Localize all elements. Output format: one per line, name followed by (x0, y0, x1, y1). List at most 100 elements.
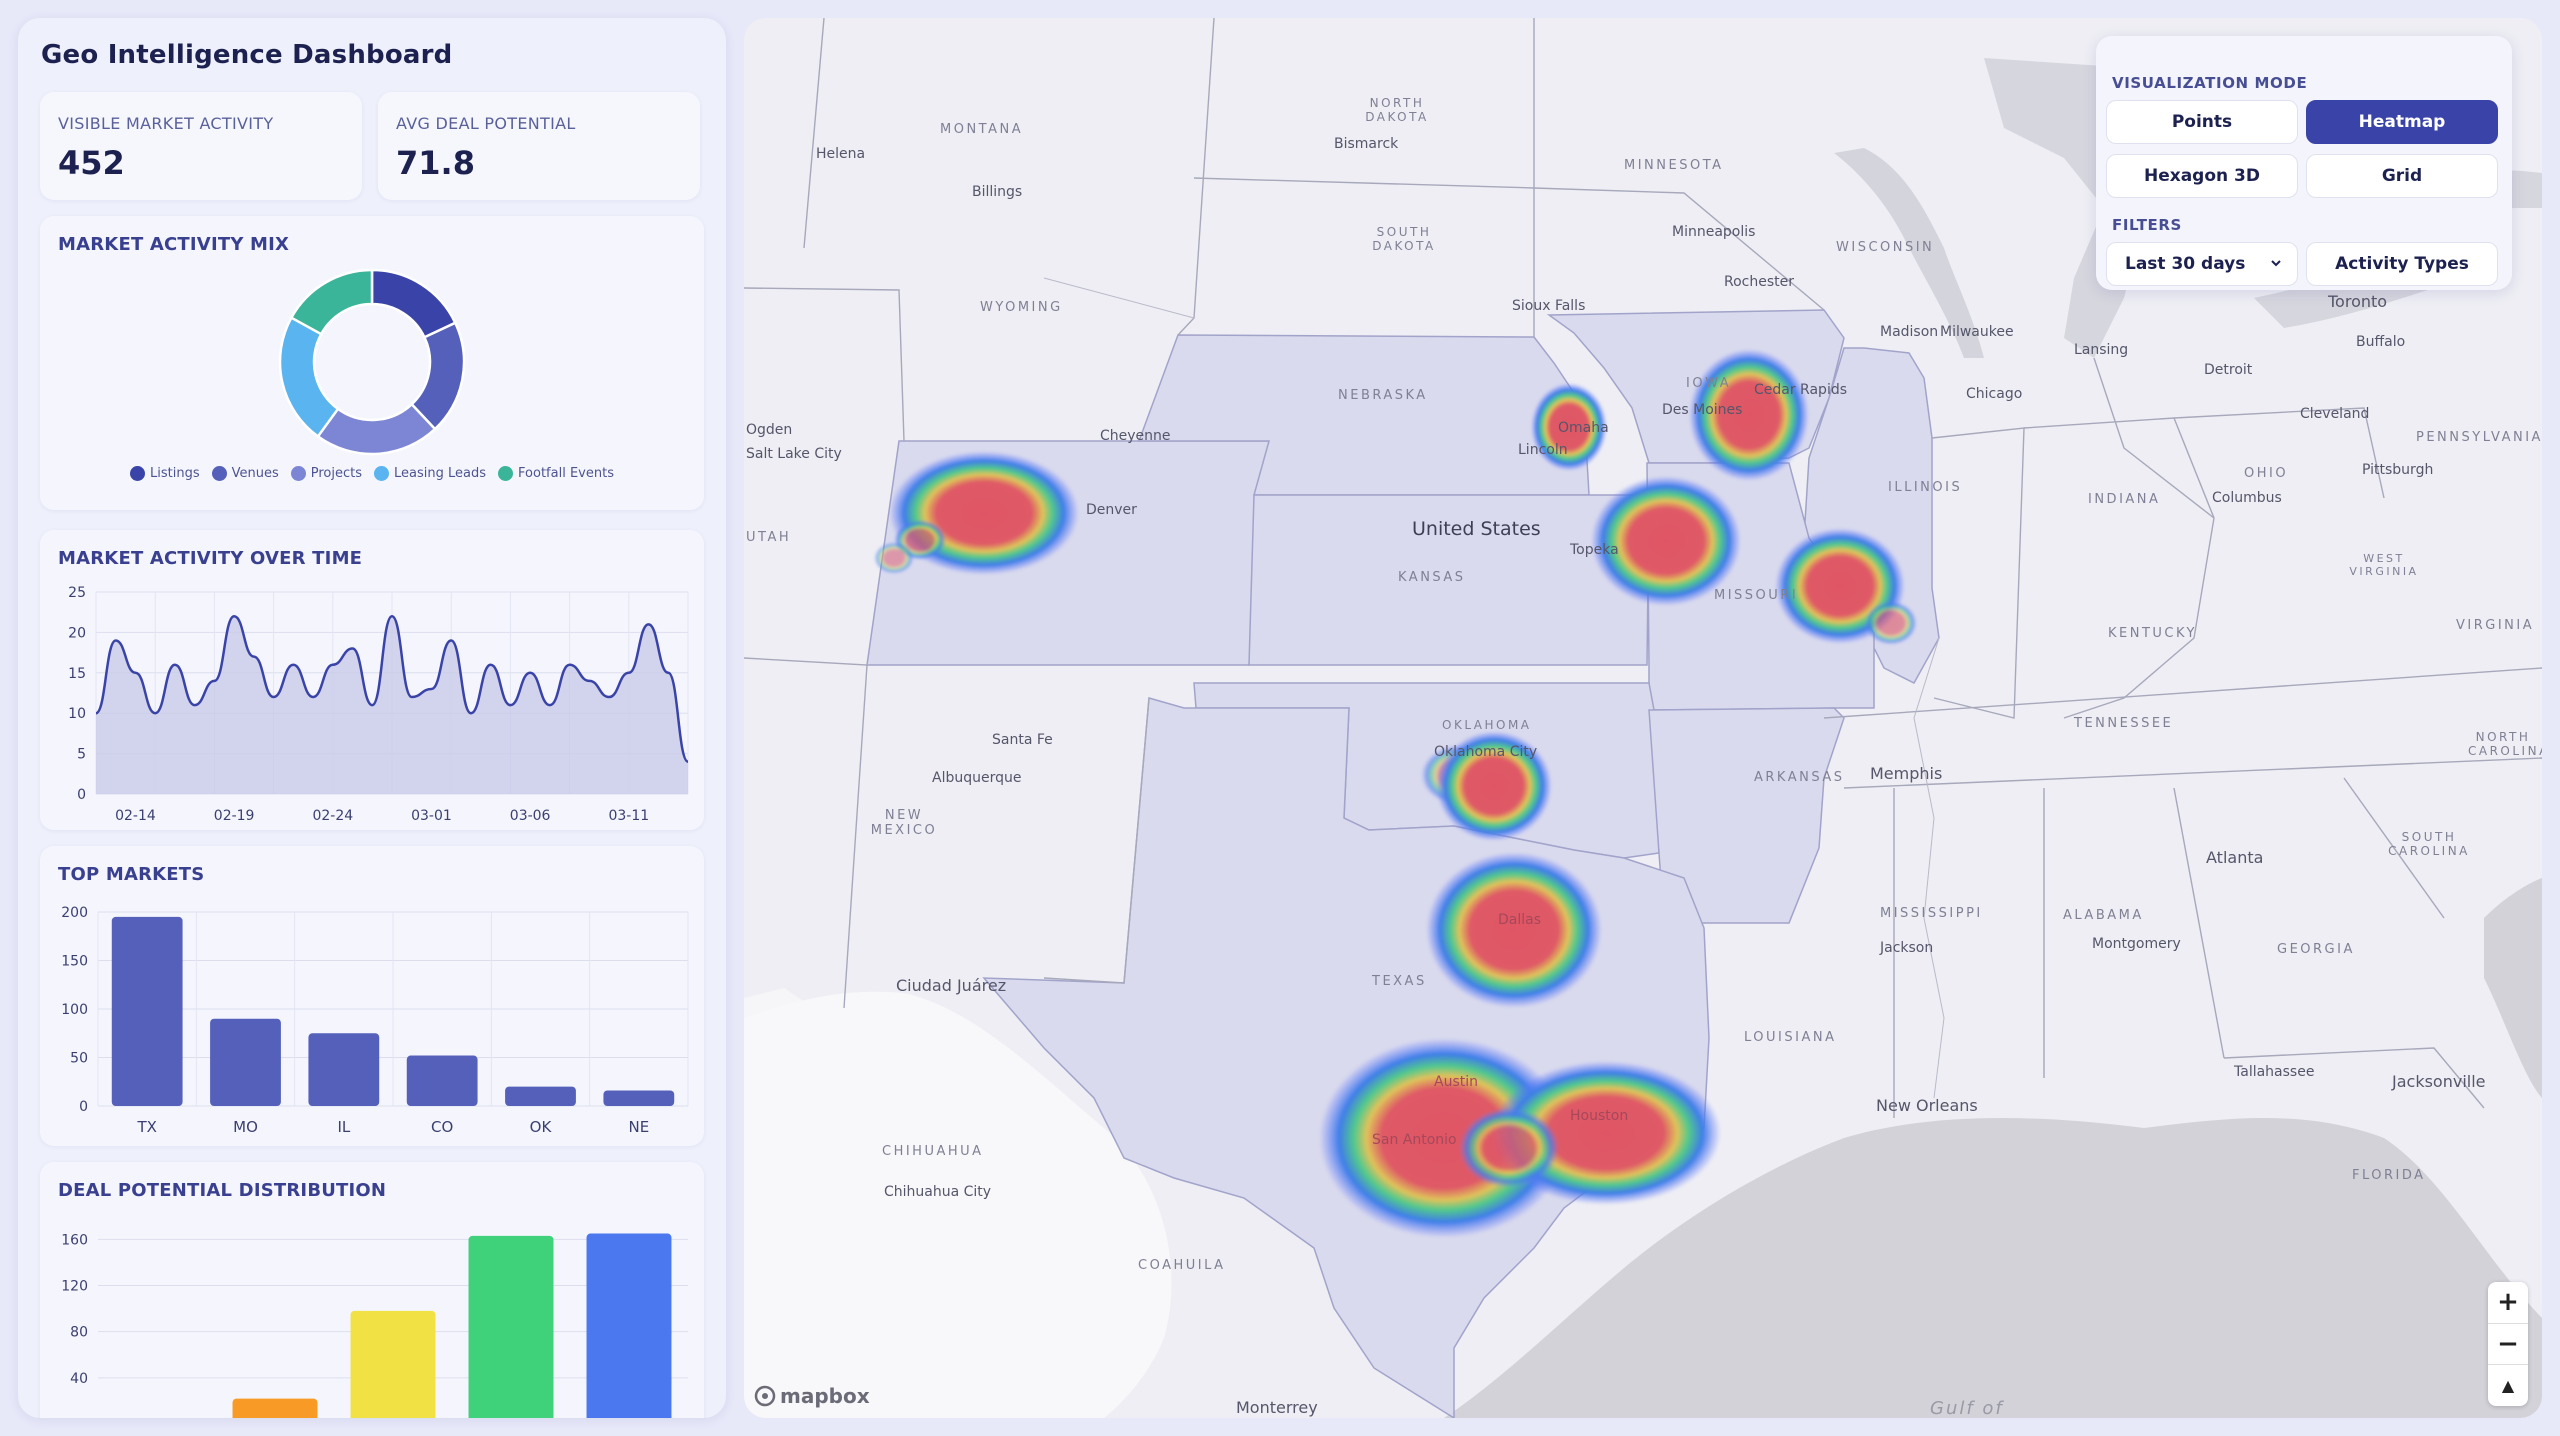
legend-label: Venues (231, 466, 279, 481)
city-label: Salt Lake City (746, 446, 842, 462)
zoom-out-button[interactable]: − (2488, 1324, 2528, 1366)
bar (505, 1086, 576, 1106)
x-tick-label: 02-19 (214, 808, 255, 824)
y-tick-label: 0 (77, 787, 86, 803)
city-label: Rochester (1724, 274, 1794, 290)
city-label: Austin (1434, 1074, 1478, 1090)
state-label: COAHUILA (1138, 1258, 1226, 1273)
distribution-chart: 0 40 80 120 160 (61, 1232, 688, 1418)
y-tick-label: 25 (68, 585, 86, 601)
stat-card-visible-activity: VISIBLE MARKET ACTIVITY 452 (40, 92, 362, 200)
state-label: ARKANSAS (1754, 770, 1845, 785)
bar (232, 1398, 318, 1418)
state-label: WYOMING (980, 300, 1063, 315)
city-label: Monterrey (1236, 1398, 1318, 1417)
sea-label: Gulf of (1930, 1398, 2004, 1418)
city-label: Montgomery (2092, 936, 2181, 952)
state-label: NORTH CAROLINA (2468, 730, 2542, 758)
legend-label: Footfall Events (518, 466, 614, 481)
bar-chart: 0 50 100 150 200 TX MO IL CO OK NE (61, 905, 689, 1136)
date-filter-select[interactable]: Last 30 days (2106, 242, 2298, 286)
chevron-down-icon (2271, 260, 2281, 267)
city-label: Billings (972, 184, 1023, 200)
state-label: FLORIDA (2352, 1168, 2426, 1183)
state-label: OHIO (2244, 466, 2289, 481)
city-label: Chihuahua City (884, 1184, 992, 1200)
city-label: Topeka (1570, 542, 1619, 558)
bar (308, 1033, 380, 1106)
mode-hexagon-button[interactable]: Hexagon 3D (2106, 154, 2298, 198)
city-label: Lansing (2074, 342, 2129, 358)
y-tick-label: 0 (79, 1099, 88, 1115)
stat-value: 71.8 (396, 144, 475, 182)
city-label: Detroit (2204, 362, 2253, 378)
city-label: Albuquerque (932, 770, 1022, 786)
legend-swatch (374, 466, 390, 481)
city-label: Jackson (1880, 940, 1934, 956)
city-label: Pittsburgh (2362, 462, 2434, 478)
mode-grid-button[interactable]: Grid (2306, 154, 2498, 198)
y-tick-label: 160 (61, 1232, 88, 1248)
city-label: Cheyenne (1100, 428, 1171, 444)
state-label: NEW MEXICO (870, 808, 938, 838)
donut-chart (278, 268, 466, 456)
legend-label: Leasing Leads (394, 466, 487, 481)
city-label: Tallahassee (2234, 1064, 2315, 1080)
mode-points-button[interactable]: Points (2106, 100, 2298, 144)
city-label: Oklahoma City (1434, 744, 1538, 760)
filters-heading: FILTERS (2112, 216, 2182, 234)
city-label: Toronto (2328, 292, 2388, 311)
date-filter-value: Last 30 days (2125, 254, 2246, 274)
state-label: VIRGINIA (2456, 618, 2535, 633)
panel-title: MARKET ACTIVITY OVER TIME (58, 548, 363, 569)
legend-swatch (290, 466, 306, 481)
legend-swatch (211, 466, 227, 481)
city-label: Helena (816, 146, 866, 162)
y-tick-label: 10 (68, 706, 86, 722)
top-markets-panel: TOP MARKETS 0 50 100 150 200 TX MO IL CO OK NE (40, 846, 704, 1146)
city-label: Ogden (746, 422, 793, 438)
state-label: ALABAMA (2063, 908, 2144, 923)
zoom-in-button[interactable]: + (2488, 1282, 2528, 1324)
state-label: SOUTH CAROLINA (2388, 830, 2470, 858)
state-label: SOUTH DAKOTA (1372, 225, 1436, 253)
x-tick-label: OK (530, 1118, 553, 1136)
state-label: IOWA (1686, 376, 1732, 391)
state-label: MISSISSIPPI (1880, 906, 1983, 921)
stat-label: VISIBLE MARKET ACTIVITY (58, 114, 274, 133)
city-label: Memphis (1870, 764, 1943, 783)
state-label: OKLAHOMA (1442, 718, 1532, 732)
map-canvas[interactable]: MONTANA NORTH DAKOTA MINNESOTA SOUTH DAK… (744, 18, 2542, 1418)
city-label: Minneapolis (1672, 224, 1756, 240)
city-label: Buffalo (2356, 334, 2406, 350)
city-label: Jacksonville (2392, 1072, 2486, 1091)
city-label: Lincoln (1518, 442, 1568, 458)
city-label: Atlanta (2206, 848, 2264, 867)
legend-item: Projects (290, 466, 362, 481)
y-tick-label: 40 (70, 1371, 88, 1387)
y-tick-label: 200 (61, 905, 88, 921)
city-label: Cleveland (2300, 406, 2370, 422)
donut-slice (370, 268, 457, 339)
map-attribution[interactable]: mapbox (754, 1384, 870, 1408)
state-label: KANSAS (1398, 570, 1466, 585)
state-label: NEBRASKA (1338, 388, 1428, 403)
activity-types-button[interactable]: Activity Types (2306, 242, 2498, 286)
stat-card-avg-deal: AVG DEAL POTENTIAL 71.8 (378, 92, 700, 200)
x-tick-label: 03-06 (510, 808, 551, 824)
y-tick-label: 0 (79, 1417, 88, 1418)
city-label: Ciudad Juárez (896, 976, 1007, 995)
city-label: Columbus (2212, 490, 2282, 506)
bar (406, 1055, 478, 1106)
x-tick-label: MO (233, 1118, 258, 1136)
mode-heatmap-button[interactable]: Heatmap (2306, 100, 2498, 144)
compass-button[interactable]: ▲ (2501, 1376, 2515, 1396)
bar (111, 916, 183, 1106)
y-tick-label: 15 (68, 666, 86, 682)
city-label: Madison (1880, 324, 1939, 340)
state-label: CHIHUAHUA (882, 1144, 984, 1159)
panel-title: DEAL POTENTIAL DISTRIBUTION (58, 1180, 387, 1201)
state-label: TEXAS (1372, 974, 1427, 989)
state-label: GEORGIA (2277, 942, 2355, 957)
visualization-controls: VISUALIZATION MODE Points Heatmap Hexago… (2096, 36, 2512, 290)
